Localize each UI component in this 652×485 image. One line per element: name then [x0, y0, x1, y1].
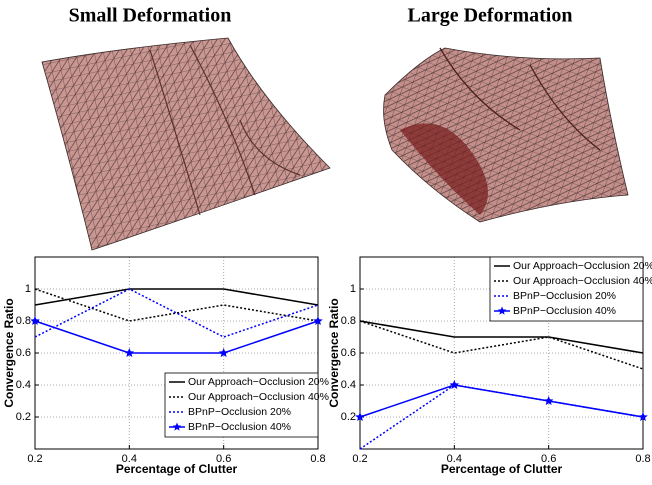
legend-label: BPnP−Occlusion 20%: [188, 406, 291, 418]
legend-label: Our Approach−Occlusion 40%: [513, 275, 652, 287]
legend-label: Our Approach−Occlusion 40%: [188, 391, 329, 403]
y-tick-label: 0.8: [341, 315, 356, 327]
panel-title: Small Deformation: [69, 5, 232, 27]
x-tick-label: 0.8: [635, 453, 650, 465]
x-axis-label: Percentage of Clutter: [441, 462, 563, 476]
y-axis-label: Convergence Ratio: [2, 298, 16, 407]
y-tick-label: 1: [350, 283, 356, 295]
x-tick-label: 0.8: [310, 453, 325, 465]
y-tick-label: 0.2: [16, 411, 31, 423]
y-axis-label: Convergence Ratio: [327, 298, 341, 407]
legend-label: BPnP−Occlusion 20%: [513, 290, 616, 302]
y-tick-label: 0.6: [16, 347, 31, 359]
y-tick-label: 0.4: [341, 379, 356, 391]
legend-label: Our Approach−Occlusion 20%: [188, 376, 329, 388]
y-tick-label: 0.6: [341, 347, 356, 359]
y-tick-label: 0.8: [16, 315, 31, 327]
y-tick-label: 0.2: [341, 411, 356, 423]
x-tick-label: 0.2: [352, 453, 367, 465]
legend-label: BPnP−Occlusion 40%: [188, 421, 291, 433]
mesh-small: [42, 38, 330, 250]
y-tick-label: 1: [25, 283, 31, 295]
legend-label: BPnP−Occlusion 40%: [513, 305, 616, 317]
x-tick-label: 0.2: [27, 453, 42, 465]
panel-title: Large Deformation: [408, 5, 573, 27]
figure: Small Deformation Large Deformation 0.2 0…: [0, 0, 652, 480]
mesh-large: [384, 48, 628, 222]
legend-label: Our Approach−Occlusion 20%: [513, 260, 652, 272]
y-tick-label: 0.4: [16, 379, 31, 391]
x-axis-label: Percentage of Clutter: [116, 462, 238, 476]
